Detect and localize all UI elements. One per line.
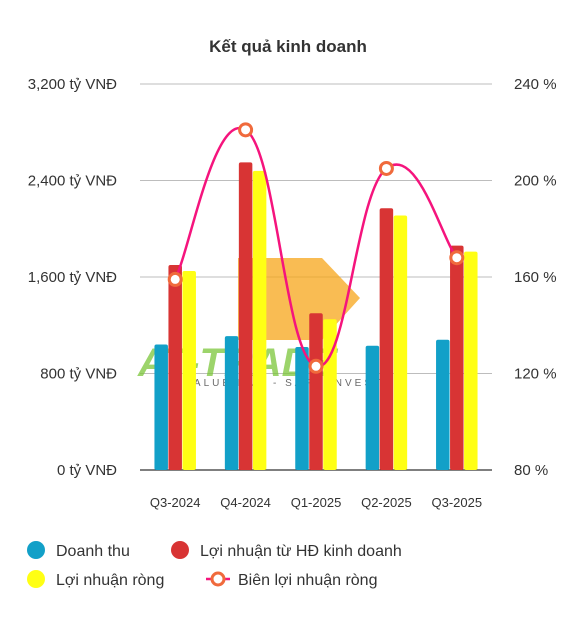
legend-label: Biên lợi nhuận ròng — [238, 572, 377, 589]
line-point — [378, 160, 394, 176]
legend-marker — [210, 571, 226, 587]
bar — [295, 346, 309, 470]
margin-line — [167, 122, 465, 374]
bar — [252, 170, 267, 470]
bars — [154, 162, 478, 470]
y-right-tick-label: 160 % — [514, 269, 557, 286]
bar — [154, 344, 168, 470]
y-right-tick-label: 200 % — [514, 173, 557, 190]
line-point — [308, 358, 324, 374]
bar — [450, 245, 464, 470]
bar — [168, 264, 182, 470]
y-left-tick-label: 2,400 tỷ VNĐ — [28, 173, 117, 190]
y-left-tick-label: 800 tỷ VNĐ — [40, 366, 117, 383]
bar — [182, 270, 196, 470]
y-right-tick-label: 240 % — [514, 76, 557, 93]
legend-label: Lợi nhuận ròng — [56, 572, 164, 589]
x-tick-label: Q2-2025 — [361, 495, 412, 510]
x-tick-label: Q4-2024 — [220, 495, 271, 510]
x-tick-label: Q3-2024 — [150, 495, 201, 510]
axes: 0 tỷ VNĐ 80 % 800 tỷ VNĐ 120 % 1,600 tỷ VNĐ 1… — [28, 76, 557, 510]
legend: Doanh thu Lợi nhuận từ HĐ kinh doanh Lợi n… — [27, 541, 402, 589]
bar — [309, 313, 323, 470]
bar — [436, 339, 450, 470]
y-left-tick-label: 0 tỷ VNĐ — [57, 462, 117, 479]
legend-swatch — [27, 541, 45, 559]
bar — [379, 208, 394, 470]
bar — [238, 162, 253, 470]
legend-label: Lợi nhuận từ HĐ kinh doanh — [200, 543, 402, 560]
legend-swatch — [27, 570, 45, 588]
bar — [464, 251, 478, 470]
bar — [393, 215, 408, 470]
y-right-tick-label: 120 % — [514, 366, 557, 383]
y-left-tick-label: 3,200 tỷ VNĐ — [28, 76, 117, 93]
legend-swatch — [171, 541, 189, 559]
line-point — [238, 122, 254, 138]
legend-label: Doanh thu — [56, 543, 130, 560]
bar — [323, 319, 337, 470]
y-right-tick-label: 80 % — [514, 462, 548, 479]
bar — [365, 345, 380, 470]
x-tick-label: Q3-2025 — [432, 495, 483, 510]
line-point — [449, 250, 465, 266]
line-point — [167, 271, 183, 287]
watermark-tagline: VALUE BUY - SAFE INVEST — [185, 378, 383, 389]
x-tick-label: Q1-2025 — [291, 495, 342, 510]
y-left-tick-label: 1,600 tỷ VNĐ — [28, 269, 117, 286]
chart-title: Kết quả kinh doanh — [209, 37, 367, 56]
bar — [224, 336, 239, 470]
